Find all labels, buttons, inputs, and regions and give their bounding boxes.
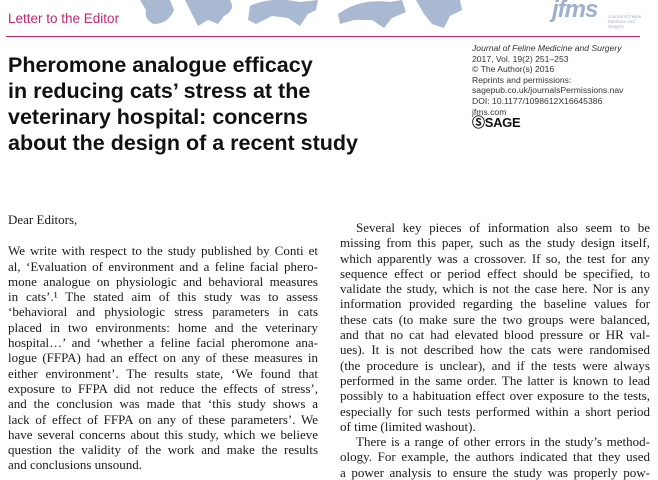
text-line: performed in the same order. The latter … bbox=[340, 372, 650, 388]
text-line: in cats’.¹ The stated aim of this study … bbox=[8, 289, 318, 305]
text-line: and the conclusion was made that ‘this s… bbox=[8, 396, 318, 412]
article-title: Pheromone analogue efficacy in reducing … bbox=[8, 52, 448, 156]
cat-silhouette bbox=[416, 0, 462, 28]
volume-info: 2017, Vol. 19(2) 251–253 bbox=[472, 53, 569, 64]
text-line: these cats (to make sure the two groups … bbox=[340, 311, 650, 327]
text-line: mone analogue on physiologic and behavio… bbox=[8, 273, 318, 289]
journal-logo: jfms Journal of Feline Medicine and Surg… bbox=[552, 0, 648, 34]
text-line: possibly to a habituation effect over ex… bbox=[340, 388, 650, 404]
title-line: Pheromone analogue efficacy bbox=[8, 53, 313, 77]
cat-silhouette bbox=[338, 0, 406, 28]
header-rule bbox=[6, 36, 640, 37]
text-line: a power analysis to ensure the study was… bbox=[340, 464, 650, 480]
text-line: either environment’. The results state, … bbox=[8, 365, 318, 381]
text-line: which apparently was a crossover. If so,… bbox=[340, 250, 650, 266]
paragraph: Several key pieces of information also s… bbox=[340, 220, 650, 480]
text-line: ology. For example, the authors indicate… bbox=[340, 449, 650, 465]
text-line: information provided regarding the basel… bbox=[340, 296, 650, 312]
text-line: lack of effect of FFPA on any of these p… bbox=[8, 411, 318, 427]
site-link[interactable]: jfms.com bbox=[472, 106, 507, 117]
greeting: Dear Editors, bbox=[8, 212, 78, 227]
cat-silhouettes-banner bbox=[140, 0, 462, 28]
title-line: in reducing cats’ stress at the bbox=[8, 79, 311, 103]
publisher-logo: ⓈSAGE bbox=[472, 115, 623, 131]
text-line: hospital…’ and ‘whether a feline facial … bbox=[8, 335, 318, 351]
text-line: al, ‘Evaluation of environment and a fel… bbox=[8, 258, 318, 274]
reprints-link[interactable]: sagepub.co.uk/journalsPermissions.nav bbox=[472, 85, 624, 96]
reprints-label: Reprints and permissions: bbox=[472, 74, 572, 85]
text-line: and that no cat had elevated blood press… bbox=[340, 327, 650, 343]
text-line: missing from this paper, such as the stu… bbox=[340, 235, 650, 251]
text-line: logue (FFPA) had an effect on any of the… bbox=[8, 350, 318, 366]
cat-silhouette bbox=[140, 0, 174, 24]
sage-icon: Ⓢ bbox=[472, 115, 485, 131]
logo-text: jfms bbox=[552, 0, 598, 23]
right-column: Several key pieces of information also s… bbox=[340, 220, 650, 480]
section-label: Letter to the Editor bbox=[8, 11, 120, 26]
left-column: Dear Editors, We write with respect to t… bbox=[8, 212, 318, 473]
title-line: about the design of a recent study bbox=[8, 131, 359, 155]
paragraph: We write with respect to the study publi… bbox=[8, 243, 318, 472]
cat-silhouette bbox=[248, 0, 318, 26]
text-line: of time (limited washout). bbox=[340, 418, 476, 434]
publication-info: Journal of Feline Medicine and Surgery 2… bbox=[472, 43, 623, 129]
text-line: exposure to FFPA did not reduce the effe… bbox=[8, 380, 318, 396]
text-line: ‘behavioral and physiologic stress param… bbox=[8, 304, 318, 320]
text-line: have several concerns about this study, … bbox=[8, 426, 318, 442]
text-line: (the procedure is unclear), and if the t… bbox=[340, 357, 650, 373]
text-line: ues). It is not described how the cats w… bbox=[340, 342, 650, 358]
journal-name: Journal of Feline Medicine and Surgery bbox=[472, 43, 622, 53]
copyright: © The Author(s) 2016 bbox=[472, 64, 555, 75]
text-line: There is a range of other errors in the … bbox=[356, 434, 650, 450]
doi[interactable]: DOI: 10.1177/1098612X16645386 bbox=[472, 95, 603, 106]
text-line: We write with respect to the study publi… bbox=[8, 243, 318, 259]
text-line: especially for such tests performed with… bbox=[340, 403, 650, 419]
cat-silhouette bbox=[185, 0, 232, 26]
text-line: Several key pieces of information also s… bbox=[356, 220, 650, 235]
text-line: question the validity of the work and ma… bbox=[8, 442, 318, 458]
text-line: sequence effect or period effect should … bbox=[340, 265, 650, 281]
logo-subtitle: Journal of Feline Medicine and Surgery bbox=[608, 14, 642, 29]
text-line: validate the study, which is not the cas… bbox=[340, 281, 650, 297]
title-line: veterinary hospital: concerns bbox=[8, 105, 308, 129]
text-line: and conclusions unsound. bbox=[8, 457, 142, 473]
text-line: placed in two environments: home and the… bbox=[8, 319, 318, 335]
publisher-name: SAGE bbox=[484, 115, 521, 131]
